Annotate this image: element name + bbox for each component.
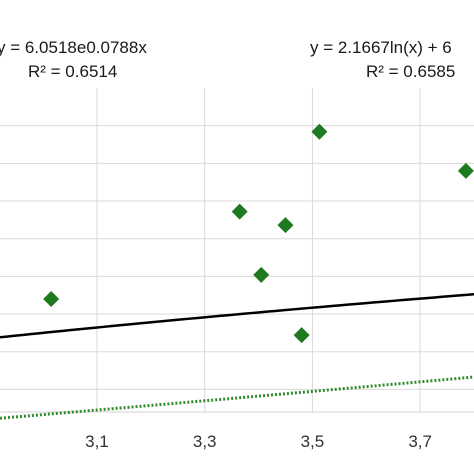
trendline-layer bbox=[0, 293, 474, 420]
log-trendline-equation: y = 2.1667ln(x) + 6 bbox=[310, 38, 452, 57]
data-point bbox=[277, 217, 294, 234]
x-tick-label: 3,7 bbox=[408, 432, 432, 451]
x-tick-label: 3,3 bbox=[193, 432, 217, 451]
data-point bbox=[293, 327, 310, 344]
x-tick-label: 3,1 bbox=[85, 432, 109, 451]
data-point bbox=[43, 290, 60, 307]
data-point bbox=[231, 203, 248, 220]
exp-trendline-equation: y = 6.0518e0.0788x bbox=[0, 38, 147, 57]
data-point bbox=[311, 123, 328, 140]
log-trendline bbox=[0, 293, 474, 339]
x-tick-label: 3,5 bbox=[301, 432, 325, 451]
data-point bbox=[457, 162, 474, 179]
data-points bbox=[43, 123, 474, 344]
exp-trendline-r2: R² = 0.6514 bbox=[28, 62, 117, 81]
exp-trendline bbox=[0, 375, 474, 420]
data-point bbox=[253, 266, 270, 283]
log-trendline-r2: R² = 0.6585 bbox=[366, 62, 455, 81]
grid-layer bbox=[0, 88, 474, 412]
x-tick-labels: 3,1 3,3 3,5 3,7 bbox=[85, 432, 432, 451]
